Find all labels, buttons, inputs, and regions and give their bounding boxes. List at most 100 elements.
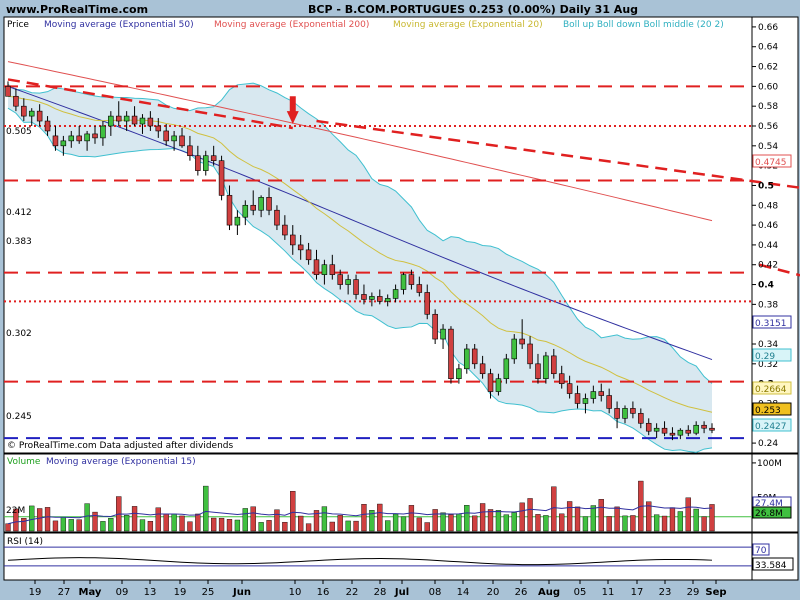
candle-body xyxy=(282,224,288,236)
date-tick-label: 13 xyxy=(144,587,157,598)
candle-body xyxy=(709,427,715,431)
candle-body xyxy=(384,298,391,302)
volume-bar xyxy=(559,513,565,532)
volume-badge1: 27.4M xyxy=(755,499,783,509)
candle-body xyxy=(115,115,122,122)
candle-body xyxy=(653,427,660,432)
volume-bar xyxy=(36,508,43,532)
volume-bar xyxy=(13,508,19,532)
volume-bar xyxy=(709,504,715,532)
volume-bar xyxy=(574,506,581,532)
volume-bar xyxy=(392,513,399,532)
candle-body xyxy=(52,135,59,147)
candle-body xyxy=(392,289,399,299)
badge-ema50: 0.3151 xyxy=(755,319,787,329)
volume-bar xyxy=(147,521,154,532)
candle-body xyxy=(242,204,249,218)
rsi-value-box xyxy=(752,557,794,571)
candle-body xyxy=(685,429,692,434)
volume-bar xyxy=(669,507,676,532)
volume-bar xyxy=(52,520,59,532)
volume-bar xyxy=(195,513,201,532)
candle-body xyxy=(424,292,430,315)
badge-bbup: 0.29 xyxy=(755,352,775,362)
candle-body xyxy=(84,133,90,142)
volume-badge2-box xyxy=(752,506,792,519)
chart-title: BCP - B.COM.PORTUGUES 0.253 (0.00%) Dail… xyxy=(308,3,638,16)
volume-bar xyxy=(598,499,604,532)
candle-body xyxy=(337,274,343,285)
candle-body xyxy=(369,296,375,300)
candle-body xyxy=(5,86,11,97)
candle-body xyxy=(527,343,533,365)
candle-body xyxy=(44,120,51,132)
badge-bbdown-box xyxy=(752,418,792,432)
volume-bar xyxy=(108,518,114,532)
volume-bar xyxy=(179,515,185,532)
candle-body xyxy=(329,264,336,275)
rsi-level-box xyxy=(752,543,770,556)
volume-bar xyxy=(329,521,335,532)
price-tick-label: 0.38 xyxy=(758,300,778,310)
volume-bar xyxy=(369,510,375,532)
volume-bar xyxy=(266,520,272,532)
candle-body xyxy=(274,209,280,226)
volume-bar xyxy=(139,519,146,532)
volume-ema-line xyxy=(7,505,713,525)
date-tick-label: 05 xyxy=(574,587,587,598)
volume-bar xyxy=(653,514,660,532)
candle-body xyxy=(661,427,668,434)
candle-body xyxy=(503,358,510,379)
volume-bar xyxy=(424,522,430,532)
date-tick-label: 23 xyxy=(659,587,672,598)
volume-bar xyxy=(677,511,684,532)
legend-ema200: Moving average (Exponential 200) xyxy=(214,20,369,30)
price-tick-label: 0.44 xyxy=(758,241,778,251)
volume-bar xyxy=(250,506,256,532)
rsi-value-badge: 33.584 xyxy=(755,561,787,571)
volume-label-left: 22M xyxy=(6,506,25,516)
candle-body xyxy=(432,313,438,340)
volume-bar xyxy=(60,517,67,532)
candle-body xyxy=(131,115,138,125)
volume-bar xyxy=(440,512,446,532)
volume-bar xyxy=(123,515,130,532)
candle-body xyxy=(551,355,557,375)
date-tick-label: 11 xyxy=(602,587,615,598)
price-tick-label: 0.66 xyxy=(758,23,778,33)
volume-bar xyxy=(385,520,391,532)
price-plot xyxy=(4,61,800,453)
date-tick-label: 29 xyxy=(687,587,700,598)
candle-body xyxy=(582,398,589,404)
badge-bbup-box xyxy=(752,348,792,362)
volume-plot: 100M50M xyxy=(4,459,782,532)
badge-ema50-box xyxy=(752,315,792,329)
volume-bar xyxy=(511,512,517,532)
badge-ema200: 0.4745 xyxy=(755,158,787,168)
candle-body xyxy=(100,125,106,139)
candle-body xyxy=(36,110,43,122)
candle-body xyxy=(179,135,185,147)
candle-body xyxy=(305,249,312,261)
volume-bar xyxy=(242,508,248,532)
volume-bar xyxy=(187,521,193,532)
volume-bar xyxy=(543,515,549,532)
price-tick-label: 0.56 xyxy=(758,122,778,132)
volume-bar xyxy=(234,519,241,532)
volume-bar xyxy=(701,516,707,532)
candle-body xyxy=(669,432,676,436)
price-tick-label: 0.60 xyxy=(758,82,778,92)
price-tick-label: 0.32 xyxy=(758,360,778,370)
volume-bar xyxy=(361,504,367,532)
volume-bar xyxy=(163,513,169,532)
site-name[interactable]: www.ProRealTime.com xyxy=(6,3,148,16)
volume-bar xyxy=(155,507,161,532)
volume-bar xyxy=(590,505,597,532)
candle-body xyxy=(195,155,201,171)
volume-bar xyxy=(5,523,11,532)
price-tick-label: 0.48 xyxy=(758,201,778,211)
volume-ma-legend: Moving average (Exponential 15) xyxy=(46,457,196,467)
candle-body xyxy=(21,105,27,117)
level-label-245: 0.245 xyxy=(6,412,32,422)
